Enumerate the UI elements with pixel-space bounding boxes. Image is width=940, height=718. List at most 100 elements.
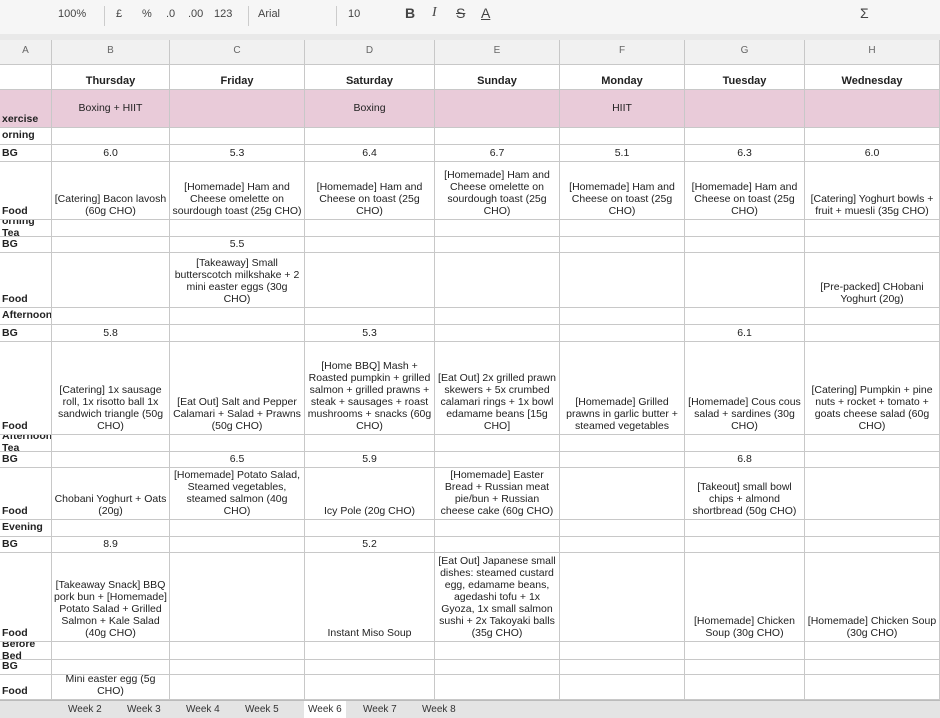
strike-button[interactable]: S — [456, 5, 466, 21]
cell[interactable] — [52, 520, 170, 537]
cell[interactable] — [305, 520, 435, 537]
cell[interactable]: [Catering] Yoghurt bowls + fruit + muesl… — [805, 162, 940, 220]
cell[interactable] — [435, 237, 560, 253]
row-label[interactable]: Evening — [0, 520, 52, 537]
cell[interactable] — [560, 642, 685, 660]
cell[interactable] — [435, 325, 560, 342]
cell[interactable] — [435, 660, 560, 675]
cell[interactable] — [305, 675, 435, 700]
cell[interactable]: [Home BBQ] Mash + Roasted pumpkin + gril… — [305, 342, 435, 435]
cell[interactable] — [52, 220, 170, 237]
cell[interactable] — [805, 435, 940, 452]
cell[interactable] — [435, 253, 560, 308]
cell[interactable] — [170, 537, 305, 553]
row-label[interactable]: BG — [0, 237, 52, 253]
cell[interactable] — [560, 675, 685, 700]
column-header[interactable]: E — [435, 40, 560, 65]
cell[interactable] — [685, 253, 805, 308]
cell[interactable] — [560, 452, 685, 468]
font-select[interactable]: Arial — [258, 8, 281, 20]
cell[interactable] — [52, 660, 170, 675]
cell[interactable] — [52, 308, 170, 325]
cell[interactable] — [435, 308, 560, 325]
cell[interactable]: 6.5 — [170, 452, 305, 468]
cell[interactable]: [Eat Out] 2x grilled prawn skewers + 5x … — [435, 342, 560, 435]
font-size[interactable]: 10 — [348, 8, 361, 20]
cell[interactable] — [305, 308, 435, 325]
cell[interactable]: 6.4 — [305, 145, 435, 162]
cell[interactable]: 6.1 — [685, 325, 805, 342]
row-label[interactable]: orning — [0, 128, 52, 145]
row-label[interactable]: Afternoon — [0, 308, 52, 325]
row-label[interactable]: Food — [0, 162, 52, 220]
day-header[interactable]: Saturday — [305, 65, 435, 90]
cell[interactable]: [Eat Out] Salt and Pepper Calamari + Sal… — [170, 342, 305, 435]
cell[interactable] — [685, 642, 805, 660]
cell[interactable]: [Takeout] small bowl chips + almond shor… — [685, 468, 805, 520]
cell[interactable]: [Homemade] Chicken Soup (30g CHO) — [685, 553, 805, 642]
cell[interactable]: [Catering] Bacon lavosh (60g CHO) — [52, 162, 170, 220]
cell[interactable]: 5.3 — [305, 325, 435, 342]
cell[interactable] — [52, 128, 170, 145]
cell[interactable] — [685, 90, 805, 128]
cell[interactable] — [52, 237, 170, 253]
row-label[interactable]: xercise — [0, 90, 52, 128]
cell[interactable] — [805, 325, 940, 342]
cell[interactable] — [435, 537, 560, 553]
cell[interactable]: 8.9 — [52, 537, 170, 553]
cell[interactable]: 5.3 — [170, 145, 305, 162]
cell[interactable]: 6.0 — [805, 145, 940, 162]
cell[interactable] — [435, 128, 560, 145]
column-header[interactable]: C — [170, 40, 305, 65]
row-label[interactable]: Food — [0, 253, 52, 308]
sheet-tab[interactable]: Week 8 — [422, 704, 456, 715]
cell[interactable] — [560, 220, 685, 237]
cell[interactable] — [560, 128, 685, 145]
cell[interactable] — [685, 675, 805, 700]
cell[interactable] — [685, 128, 805, 145]
cell[interactable]: Boxing + HIIT — [52, 90, 170, 128]
cell[interactable] — [170, 325, 305, 342]
row-label[interactable]: BG — [0, 145, 52, 162]
cell[interactable] — [560, 553, 685, 642]
cell[interactable] — [435, 90, 560, 128]
sheet-tab[interactable]: Week 6 — [304, 701, 346, 718]
column-header[interactable]: A — [0, 40, 52, 65]
zoom[interactable]: 100% — [58, 8, 87, 20]
cell[interactable]: 5.1 — [560, 145, 685, 162]
day-header[interactable]: Monday — [560, 65, 685, 90]
row-label[interactable]: BG — [0, 660, 52, 675]
cell[interactable]: [Homemade] Cous cous salad + sardines (3… — [685, 342, 805, 435]
row-label[interactable]: Food — [0, 468, 52, 520]
cell[interactable]: [Homemade] Ham and Cheese omelette on so… — [170, 162, 305, 220]
format-button[interactable]: 123 — [214, 8, 233, 20]
row-label[interactable]: BG — [0, 452, 52, 468]
sheet-tab[interactable]: Week 5 — [245, 704, 279, 715]
cell[interactable]: 5.2 — [305, 537, 435, 553]
day-header[interactable]: Friday — [170, 65, 305, 90]
cell[interactable]: [Catering] 1x sausage roll, 1x risotto b… — [52, 342, 170, 435]
cell[interactable] — [805, 128, 940, 145]
cell[interactable] — [305, 660, 435, 675]
cell[interactable] — [560, 253, 685, 308]
column-header[interactable]: D — [305, 40, 435, 65]
cell[interactable]: 6.0 — [52, 145, 170, 162]
cell[interactable]: [Homemade] Ham and Cheese on toast (25g … — [685, 162, 805, 220]
cell[interactable] — [170, 642, 305, 660]
cell[interactable]: [Eat Out] Japanese small dishes: steamed… — [435, 553, 560, 642]
cell[interactable] — [170, 660, 305, 675]
decimal-more[interactable]: .00 — [188, 8, 204, 20]
column-header[interactable]: F — [560, 40, 685, 65]
cell[interactable]: [Catering] Pumpkin + pine nuts + rocket … — [805, 342, 940, 435]
cell[interactable]: Icy Pole (20g CHO) — [305, 468, 435, 520]
cell[interactable]: [Takeaway] Small butterscotch milkshake … — [170, 253, 305, 308]
cell[interactable] — [805, 308, 940, 325]
cell[interactable]: 5.8 — [52, 325, 170, 342]
row-label[interactable]: Before Bed — [0, 642, 52, 660]
cell[interactable] — [170, 553, 305, 642]
day-header[interactable]: Thursday — [52, 65, 170, 90]
cell[interactable] — [560, 237, 685, 253]
cell[interactable] — [805, 675, 940, 700]
cell[interactable] — [560, 660, 685, 675]
text-color-button[interactable]: A — [481, 5, 491, 21]
